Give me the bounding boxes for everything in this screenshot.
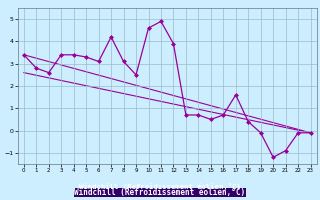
- Text: Windchill (Refroidissement éolien,°C): Windchill (Refroidissement éolien,°C): [75, 188, 245, 196]
- Text: Windchill (Refroidissement éolien,°C): Windchill (Refroidissement éolien,°C): [79, 184, 241, 190]
